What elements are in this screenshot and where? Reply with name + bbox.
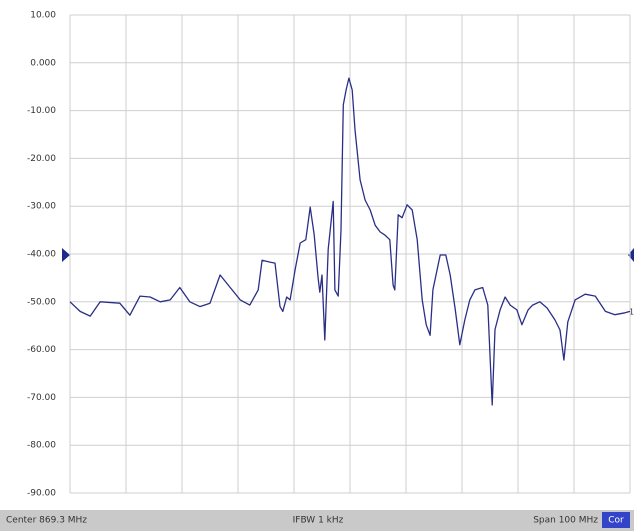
y-tick-label: 10.00	[30, 11, 56, 21]
footer-center: Center 869.3 MHz	[6, 516, 87, 526]
footer-bar	[0, 510, 634, 531]
y-tick-label: -10.00	[27, 106, 56, 116]
trace-marker: 1	[629, 308, 634, 317]
y-tick-label: -20.00	[27, 154, 56, 164]
status-box	[602, 512, 630, 528]
ref-marker-left	[62, 248, 70, 262]
footer-span: Span 100 MHz	[533, 516, 598, 526]
footer-ifbw: IFBW 1 kHz	[293, 516, 344, 526]
footer-status: Cor	[608, 516, 624, 526]
y-tick-label: -70.00	[27, 393, 56, 403]
y-tick-label: -40.00	[27, 250, 56, 260]
y-tick-label: -80.00	[27, 441, 56, 451]
y-tick-label: -50.00	[27, 297, 56, 307]
y-tick-label: -30.00	[27, 202, 56, 212]
ref-marker-right	[628, 248, 634, 262]
trace	[69, 77, 631, 406]
y-tick-label: -90.00	[27, 489, 56, 499]
y-tick-label: 0.000	[30, 58, 56, 68]
y-tick-label: -60.00	[27, 345, 56, 355]
